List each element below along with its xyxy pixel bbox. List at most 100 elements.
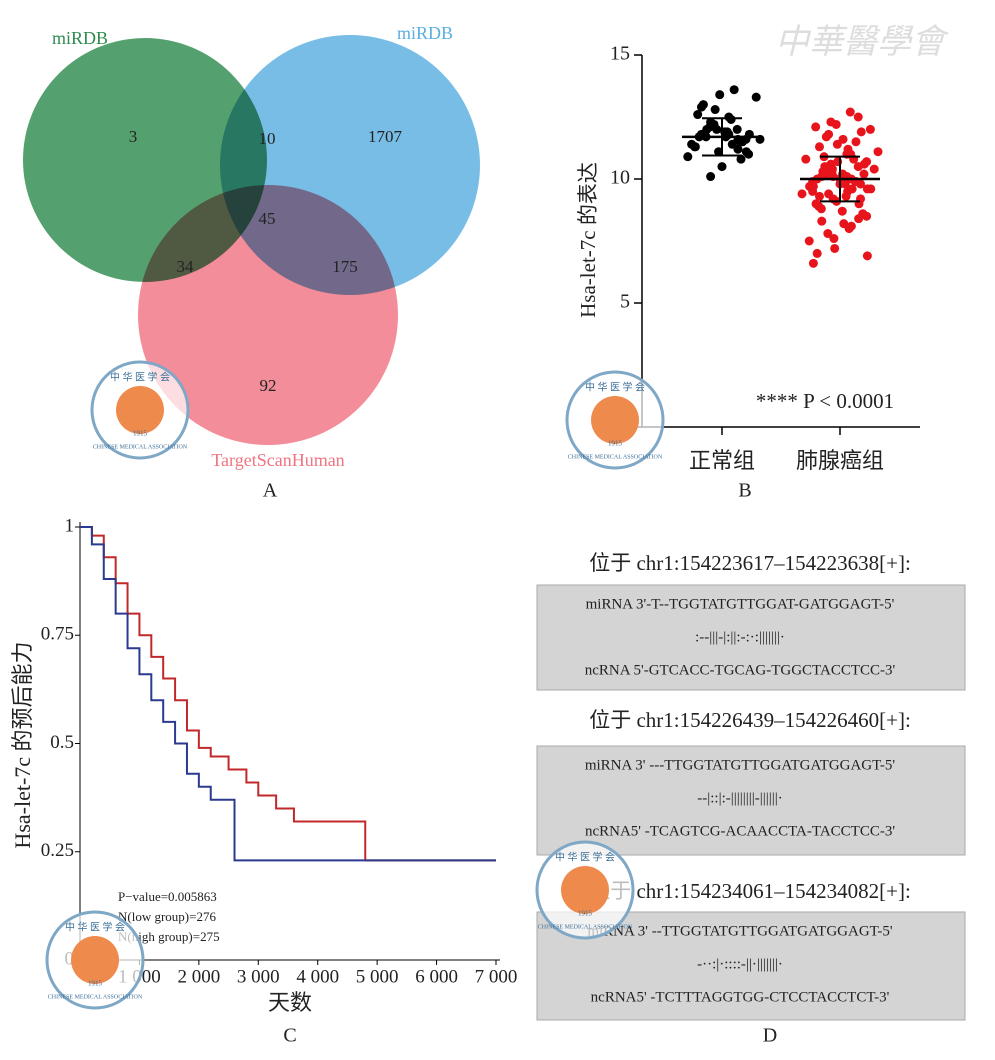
data-point xyxy=(814,191,824,201)
data-point xyxy=(726,114,736,124)
annotation: P−value=0.005863 xyxy=(118,889,217,904)
y-tick-label: 15 xyxy=(610,43,630,65)
logo-year: 1915 xyxy=(578,910,593,918)
data-point xyxy=(829,234,839,244)
alignment-line: ncRNA5' -TCAGTCG-ACAACCTA-TACCTCC-3' xyxy=(585,823,895,839)
set-label: miRDB xyxy=(397,23,453,43)
alignment-line: ncRNA5' -TCTTTAGGTGG-CTCCTACCTCT-3' xyxy=(591,989,890,1005)
logo-map xyxy=(561,866,609,914)
alignment-line: ncRNA 5'-GTCACC-TGCAG-TGGCTACCTCC-3' xyxy=(585,662,896,678)
data-point xyxy=(811,122,821,132)
logo-name: 中 华 医 学 会 xyxy=(65,920,125,933)
data-point xyxy=(729,85,739,95)
alignment-line: --|::|:-||||||||-||||||· xyxy=(697,790,783,806)
alignment-box xyxy=(536,745,966,856)
data-point xyxy=(722,127,732,137)
data-point xyxy=(853,162,863,172)
site-header: 位于 chr1:154223617–154223638[+]: xyxy=(589,551,911,575)
x-tick-label: 6 000 xyxy=(415,966,458,987)
data-point xyxy=(865,124,875,134)
alignment-line: -··:|·::::-||·|||||||· xyxy=(697,956,783,972)
y-tick-label: 0.5 xyxy=(50,732,74,753)
data-point xyxy=(808,258,818,268)
data-point xyxy=(817,216,827,226)
x-tick-label: 正常组 xyxy=(689,448,755,473)
set-label: TargetScanHuman xyxy=(211,450,344,470)
y-axis-title: Hsa-let-7c 的预后能力 xyxy=(10,641,35,848)
logo-year: 1915 xyxy=(88,980,103,988)
data-point xyxy=(696,102,706,112)
data-point xyxy=(862,157,872,167)
venn-set xyxy=(138,185,398,445)
annotation: **** P < 0.0001 xyxy=(756,389,894,413)
data-point xyxy=(797,189,807,199)
alignment-line: :--|||-|:||:-:·:|||||||· xyxy=(695,629,785,645)
data-point xyxy=(811,199,821,209)
x-tick-label: 2 000 xyxy=(177,966,220,987)
data-point xyxy=(751,92,761,102)
region-count: 34 xyxy=(177,257,195,276)
logo-year: 1915 xyxy=(133,430,148,438)
logo-map xyxy=(71,936,119,984)
y-tick-label: 10 xyxy=(610,167,630,189)
x-tick-label: 3 000 xyxy=(237,966,280,987)
y-tick-label: 0.25 xyxy=(41,840,74,861)
y-axis-title: Hsa-let-7c 的表达 xyxy=(576,162,600,318)
logo-text: CHINESE MEDICAL ASSOCIATION xyxy=(568,454,663,460)
y-tick-label: 1 xyxy=(65,515,75,536)
region-count: 45 xyxy=(259,209,276,228)
region-count: 10 xyxy=(259,129,276,148)
data-point xyxy=(862,251,872,261)
data-point xyxy=(859,169,869,179)
data-point xyxy=(845,107,855,117)
data-point xyxy=(814,142,824,152)
data-point xyxy=(841,191,851,201)
data-point xyxy=(830,243,840,253)
data-point xyxy=(824,189,834,199)
data-point xyxy=(854,214,864,224)
panel-label: C xyxy=(283,1025,296,1047)
data-point xyxy=(727,139,737,149)
data-point xyxy=(706,172,716,182)
watermark: 中華醫學會 xyxy=(775,24,950,61)
data-point xyxy=(804,236,814,246)
data-point xyxy=(735,137,745,147)
data-point xyxy=(690,142,700,152)
logo-text: CHINESE MEDICAL ASSOCIATION xyxy=(48,994,143,1000)
data-point xyxy=(837,206,847,216)
data-point xyxy=(712,124,722,134)
logo-map xyxy=(116,386,164,434)
data-point xyxy=(866,184,876,194)
data-point xyxy=(683,152,693,162)
survival-curve xyxy=(80,526,496,862)
region-count: 175 xyxy=(332,257,358,276)
panel-label: A xyxy=(263,480,278,502)
data-point xyxy=(706,117,716,127)
annotation: N(low group)=276 xyxy=(118,909,216,924)
x-tick-label: 4 000 xyxy=(296,966,339,987)
survival-curve xyxy=(80,526,496,862)
data-point xyxy=(846,221,856,231)
region-count: 3 xyxy=(129,127,138,146)
data-point xyxy=(693,110,703,120)
x-axis-title: 天数 xyxy=(268,990,312,1015)
logo-name: 中 华 医 学 会 xyxy=(585,380,645,393)
x-tick-label: 7 000 xyxy=(475,966,518,987)
data-point xyxy=(801,154,811,164)
data-point xyxy=(744,149,754,159)
data-point xyxy=(851,137,861,147)
alignment-box xyxy=(536,584,966,691)
data-point xyxy=(832,139,842,149)
region-count: 92 xyxy=(260,376,277,395)
logo-text: CHINESE MEDICAL ASSOCIATION xyxy=(93,444,188,450)
data-point xyxy=(710,105,720,115)
panel-label: B xyxy=(738,480,751,502)
x-tick-label: 肺腺癌组 xyxy=(796,448,884,473)
panel-label: D xyxy=(763,1025,777,1047)
data-point xyxy=(736,154,746,164)
data-point xyxy=(853,112,863,122)
data-point xyxy=(819,167,829,177)
data-point xyxy=(869,164,879,174)
data-point xyxy=(873,147,883,157)
